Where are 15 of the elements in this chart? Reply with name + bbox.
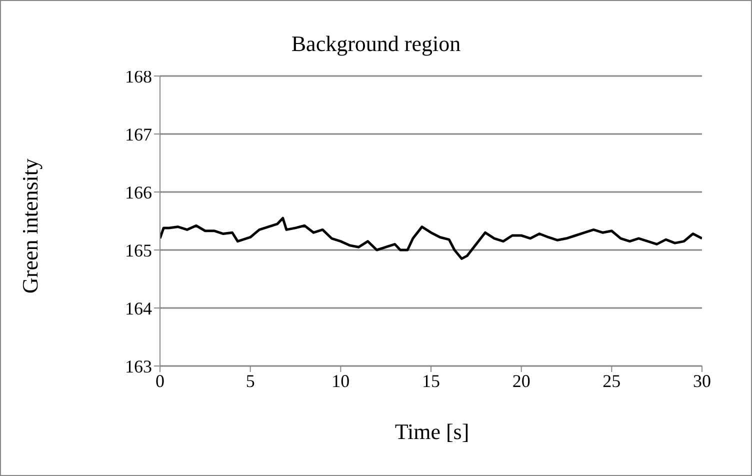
x-tick-label: 5 [246, 370, 255, 391]
y-tick-label: 166 [125, 182, 152, 202]
x-tick-label: 30 [693, 370, 711, 391]
x-tick-label: 0 [156, 370, 164, 391]
y-tick-label: 165 [125, 240, 152, 260]
x-axis-title: Time [s] [394, 419, 470, 445]
y-tick-label: 167 [125, 124, 152, 144]
x-tick-label: 15 [422, 370, 440, 391]
x-tick-label: 20 [512, 370, 530, 391]
y-axis-title: Green intensity [18, 158, 44, 294]
x-tick-label: 10 [332, 370, 350, 391]
y-tick-label: 164 [125, 298, 152, 318]
x-tick-label: 25 [602, 370, 621, 391]
y-tick-label: 163 [125, 356, 152, 376]
chart-title: Background region [290, 31, 462, 57]
